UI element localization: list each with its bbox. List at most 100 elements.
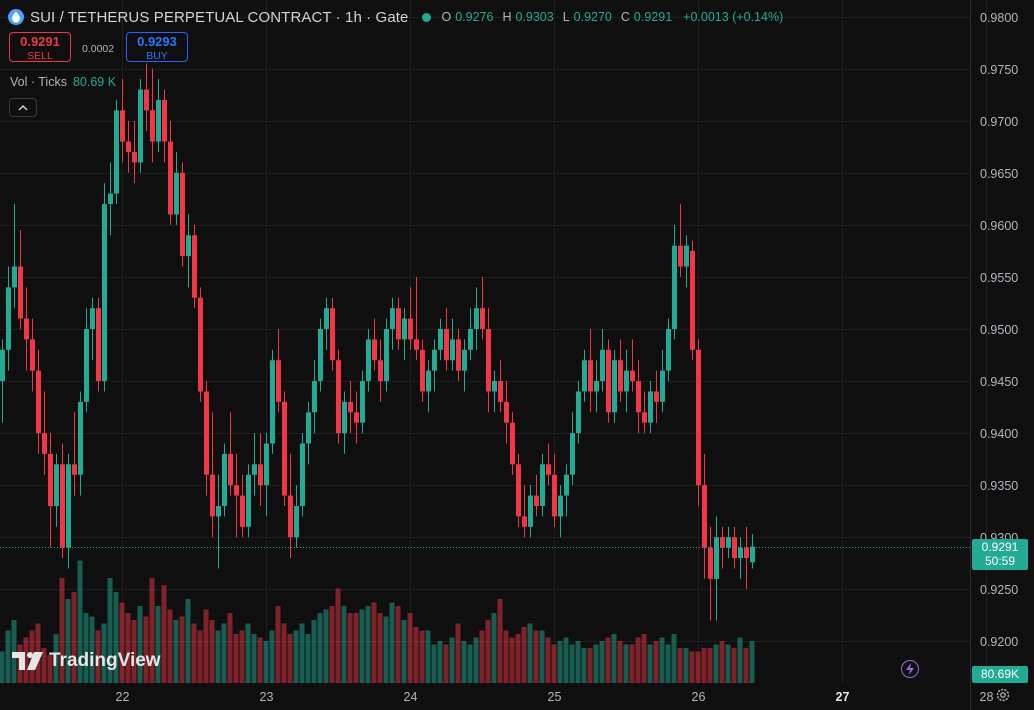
volume-bar — [743, 648, 749, 683]
volume-bar — [227, 613, 233, 683]
time-tick-label: 26 — [692, 690, 706, 704]
settings-gear-icon[interactable] — [994, 686, 1012, 704]
volume-bar — [557, 641, 563, 683]
sell-price: 0.9291 — [20, 34, 60, 49]
candle-body — [366, 339, 371, 382]
time-tick-label: 28 — [980, 690, 994, 704]
last-price-value: 0.9291 — [981, 540, 1019, 554]
candle-body — [102, 204, 107, 382]
volume-bar — [479, 630, 485, 683]
candle-body — [138, 89, 143, 163]
volume-bar — [317, 613, 323, 683]
candle-body — [702, 485, 707, 548]
volume-bar — [149, 578, 155, 683]
close-key: C — [620, 10, 630, 24]
candle-body — [18, 266, 23, 319]
volume-bar — [125, 613, 131, 683]
candle-body — [594, 381, 599, 392]
candle-body — [324, 308, 329, 329]
volume-bar — [485, 620, 491, 683]
volume-bar — [455, 623, 461, 683]
volume-bar — [467, 644, 473, 683]
candle-body — [708, 547, 713, 579]
candle-body — [132, 151, 137, 163]
volume-bar — [659, 637, 665, 683]
high-key: H — [502, 10, 512, 24]
volume-bar — [65, 599, 71, 683]
volume-bar — [425, 630, 431, 683]
candles — [0, 63, 755, 621]
candle-body — [738, 547, 743, 559]
volume-bar — [305, 634, 311, 683]
symbol-title[interactable]: SUI / TETHERUS PERPETUAL CONTRACT · 1h ·… — [30, 8, 409, 26]
ohlc-values: O 0.9276 H 0.9303 L 0.9270 C 0.9291 — [441, 10, 677, 24]
volume-bar — [419, 630, 425, 683]
volume-bar — [407, 613, 413, 683]
price-tick-label: 0.9800 — [980, 11, 1018, 25]
volume-bar — [527, 623, 533, 683]
volume-legend[interactable]: Vol · Ticks 80.69 K — [10, 75, 116, 89]
volume-legend-value: 80.69 K — [72, 75, 117, 89]
volume-bar — [521, 627, 527, 683]
candle-body — [336, 360, 341, 434]
candle-body — [678, 245, 683, 267]
tradingview-brand-text: TradingView — [49, 650, 161, 671]
buy-price: 0.9293 — [137, 34, 177, 49]
volume-bar — [443, 644, 449, 683]
volume-bar — [671, 634, 677, 683]
candle-body — [216, 505, 221, 517]
volume-bar — [473, 637, 479, 683]
volume-bar — [413, 627, 419, 683]
price-tick-label: 0.9400 — [980, 427, 1018, 441]
candle-body — [540, 464, 545, 506]
candle-body — [438, 328, 443, 350]
buy-button[interactable]: 0.9293 BUY — [126, 32, 188, 62]
volume-bar — [119, 602, 125, 683]
time-axis[interactable]: 22 23 24 25 26 27 28 — [116, 690, 994, 704]
volume-bar — [395, 606, 401, 683]
candle-body — [498, 381, 503, 402]
time-tick-label: 27 — [836, 690, 850, 704]
volume-bar — [353, 613, 359, 683]
volume-bar — [137, 606, 143, 683]
candle-body — [258, 464, 263, 486]
lightning-icon[interactable] — [901, 660, 919, 678]
candle-body — [210, 474, 215, 517]
candle-body — [162, 99, 167, 142]
time-tick-label: 24 — [404, 690, 418, 704]
volume-bar — [0, 651, 5, 683]
volume-bar — [239, 630, 245, 683]
volume-bar — [95, 630, 101, 683]
candle-body — [474, 308, 479, 329]
time-axis-background — [0, 683, 970, 710]
candle-body — [528, 495, 533, 527]
candle-body — [354, 412, 359, 423]
candle-body — [384, 328, 389, 382]
candle-body — [192, 235, 197, 298]
candle-body — [492, 381, 497, 392]
tradingview-watermark[interactable]: TradingView — [12, 650, 161, 672]
candle-body — [666, 328, 671, 371]
candle-body — [654, 391, 659, 402]
volume-bar — [281, 623, 287, 683]
volume-bar — [155, 606, 161, 683]
volume-bar — [161, 585, 167, 683]
collapse-legend-button[interactable] — [9, 98, 37, 117]
candle-body — [48, 453, 53, 506]
volume-bar — [89, 616, 95, 683]
price-tick-label: 0.9750 — [980, 63, 1018, 77]
buy-label: BUY — [146, 50, 168, 62]
candle-body — [228, 453, 233, 486]
sell-button[interactable]: 0.9291 SELL — [9, 32, 71, 62]
candle-body — [156, 99, 161, 142]
volume-bar — [11, 620, 17, 683]
candle-body — [552, 474, 557, 517]
candle-body — [72, 464, 77, 475]
price-axis[interactable]: 0.9800 0.9750 0.9700 0.9650 0.9600 0.9550 0.95… — [980, 11, 1018, 649]
last-price-label: 0.9291 50:59 — [972, 539, 1028, 570]
candle-body — [198, 297, 203, 392]
candle-body — [84, 328, 89, 402]
volume-bar — [461, 641, 467, 683]
volume-bar — [689, 651, 695, 683]
